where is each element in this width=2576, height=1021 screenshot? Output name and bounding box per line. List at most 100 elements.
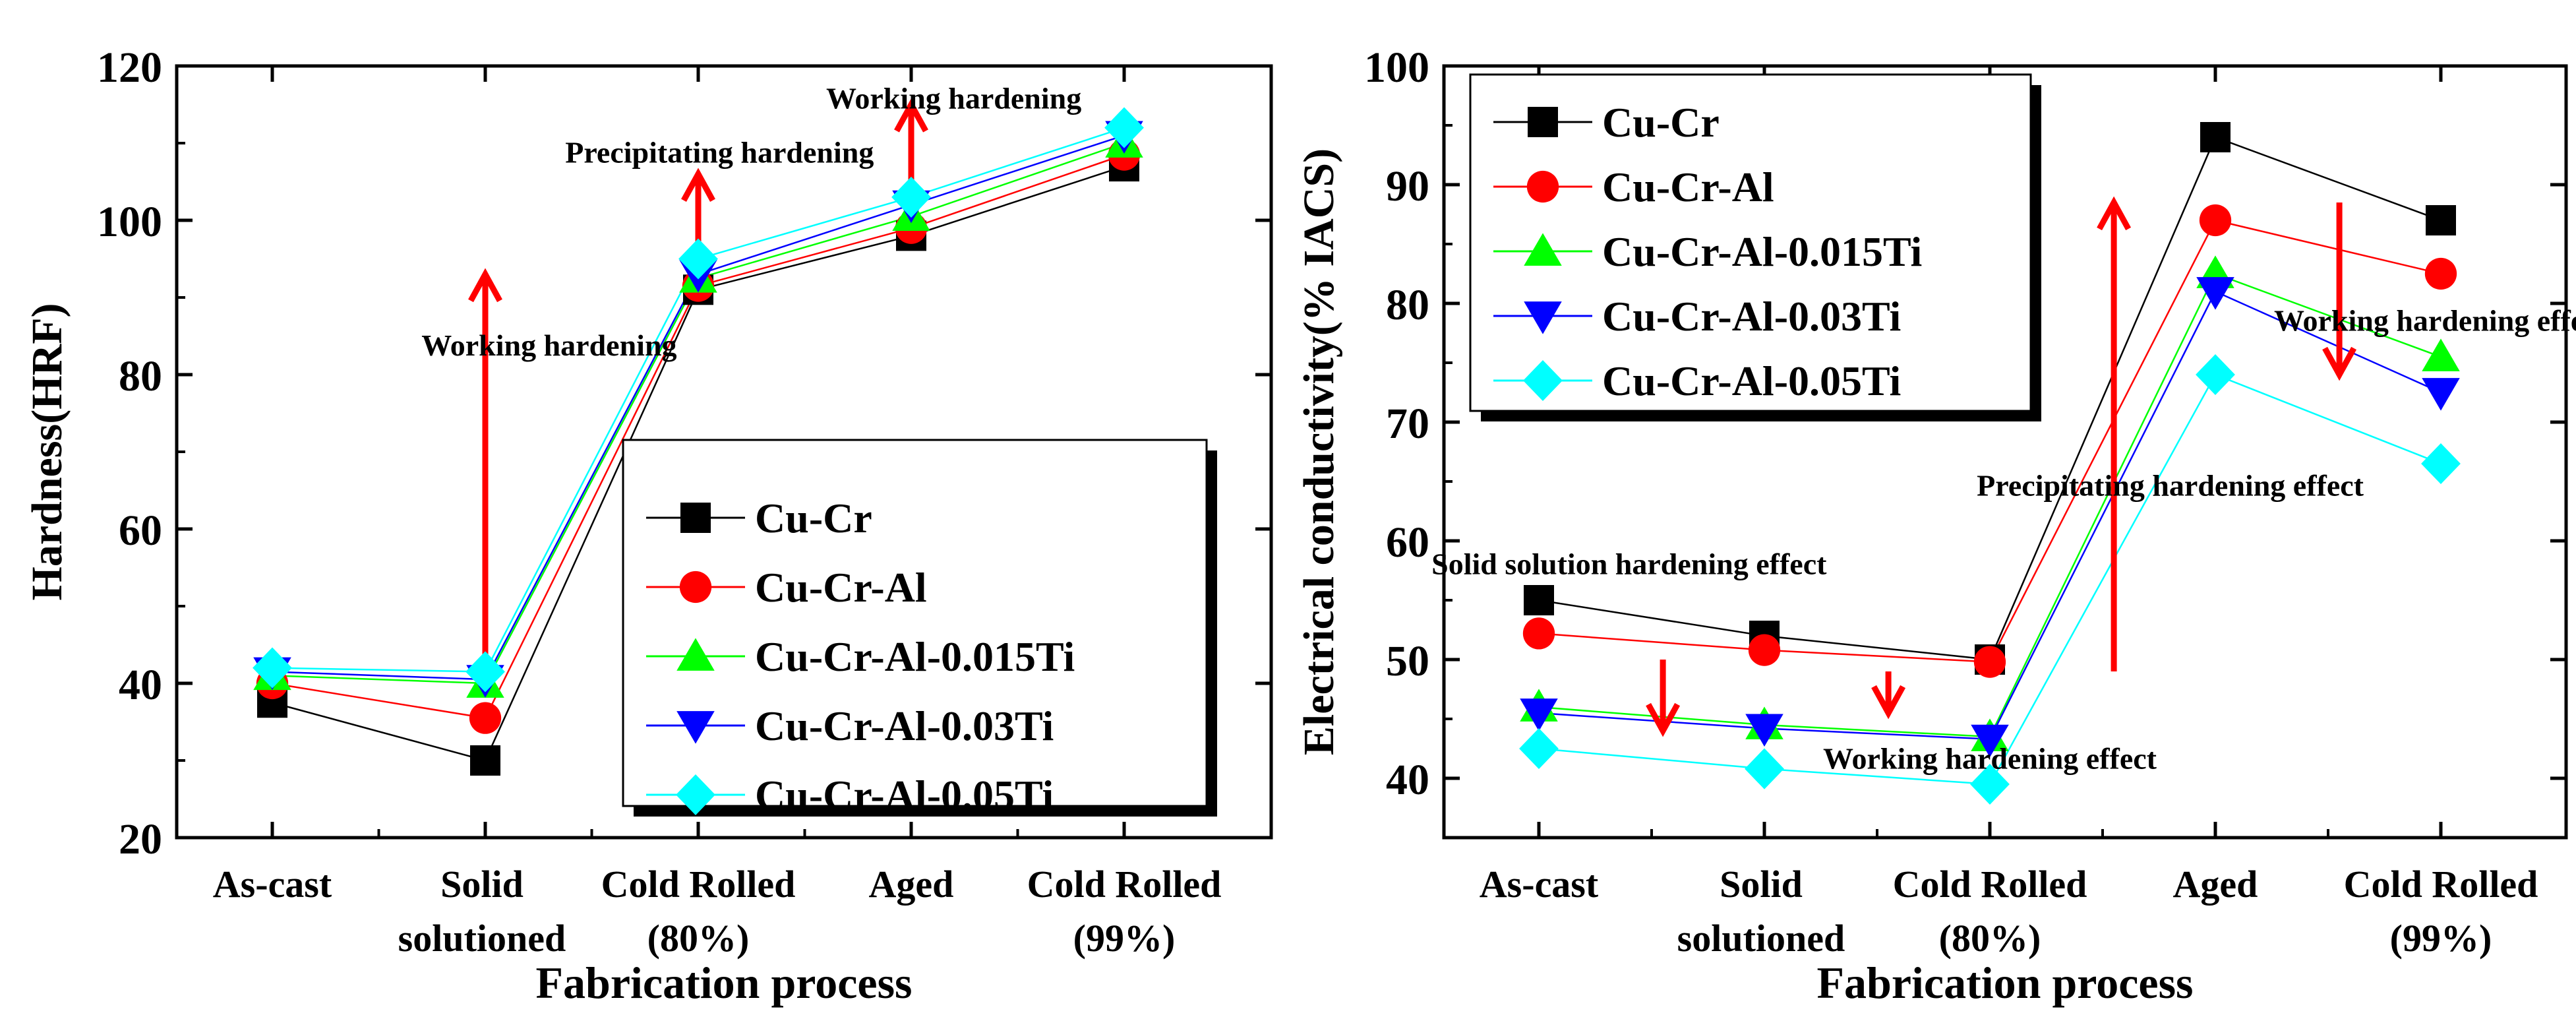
annotation-label: Precipitating hardening effect (1977, 469, 2364, 503)
legend-entry-cu-cr-al-0-05ti: Cu-Cr-Al-0.05Ti (1493, 357, 1901, 404)
legend-marker (1526, 170, 1559, 203)
y-tick-label: 100 (1364, 44, 1429, 92)
data-point-cu-cr-al-0-03ti (1971, 724, 2009, 758)
plot-frame (1442, 64, 2568, 840)
x-category-label: As-cast (213, 863, 332, 906)
legend-entry-cu-cr-al-0-03ti: Cu-Cr-Al-0.03Ti (1493, 293, 1901, 340)
data-point-cu-cr-al (469, 702, 502, 734)
annotation-label: Solid solution hardening effect (1431, 547, 1827, 580)
y-tick-label: 60 (1386, 518, 1429, 567)
legend-entry-cu-cr-al-0-05ti: Cu-Cr-Al-0.05Ti (646, 772, 1054, 819)
x-category-label: Solid (1720, 863, 1803, 906)
y-tick-label: 120 (97, 44, 162, 92)
legend-marker (1528, 107, 1558, 137)
x-category-label: Cold Rolled (1027, 863, 1222, 906)
legend-label: Cu-Cr-Al-0.03Ti (755, 702, 1054, 749)
data-point-cu-cr-al-0-05ti (678, 238, 718, 280)
legend: Cu-Cr Cu-Cr-Al Cu-Cr-Al-0.015Ti Cu-Cr-Al-0.… (622, 439, 1217, 819)
y-tick-label: 80 (1386, 281, 1429, 329)
data-point-cu-cr-al (2199, 204, 2232, 237)
data-point-cu-cr (2426, 205, 2456, 235)
data-point-cu-cr-al (1973, 646, 2006, 678)
hardening-arrow-2 (2097, 196, 2132, 671)
data-point-cu-cr-al-0-015ti (2422, 338, 2460, 371)
legend-label: Cu-Cr-Al-0.05Ti (755, 772, 1054, 819)
legend-entry-cu-cr-al-0-015ti: Cu-Cr-Al-0.015Ti (646, 633, 1075, 680)
legend: Cu-Cr Cu-Cr-Al Cu-Cr-Al-0.015Ti Cu-Cr-Al-0.… (1469, 73, 2041, 421)
x-category-label: Solid (440, 863, 524, 906)
y-tick-label: 20 (119, 815, 162, 863)
hardening-arrow-3-head (2322, 346, 2357, 381)
data-point-cu-cr-al (2424, 257, 2457, 290)
data-point-cu-cr-al-0-05ti (1970, 763, 2010, 805)
annotation-label: Precipitating hardening (565, 135, 874, 169)
legend-label: Cu-Cr-Al-0.015Ti (1602, 228, 1922, 275)
data-point-cu-cr-al-0-03ti (2422, 378, 2460, 411)
legend-entry-cu-cr: Cu-Cr (646, 495, 872, 541)
legend-marker (1524, 301, 1562, 334)
legend-marker (680, 503, 711, 533)
legend-marker (1524, 233, 1562, 266)
x-category-label: (80%) (647, 917, 750, 960)
legend-marker (676, 711, 715, 744)
hardening-arrow-0 (468, 268, 502, 676)
hardening-arrow-1 (1871, 671, 1906, 720)
y-tick-label: 50 (1386, 637, 1429, 685)
legend-box (1469, 73, 2032, 412)
hardening-arrow-0 (1646, 660, 1681, 737)
hardening-arrow-0-head (1646, 702, 1681, 737)
hardening-arrow-3 (2322, 202, 2357, 381)
x-category-label: Aged (869, 863, 954, 906)
data-point-cu-cr (2200, 122, 2231, 152)
y-axis-label: Electrical conductivity(% IACS) (1295, 148, 1343, 755)
legend-label: Cu-Cr-Al (755, 564, 927, 611)
data-point-cu-cr-al-0-05ti (891, 176, 931, 218)
y-tick-label: 40 (1386, 756, 1429, 804)
data-point-cu-cr-al-0-05ti (1519, 727, 1559, 770)
legend-label: Cu-Cr-Al-0.015Ti (755, 633, 1075, 680)
legend-entry-cu-cr-al: Cu-Cr-Al (1493, 164, 1774, 210)
data-point-cu-cr-al-0-05ti (465, 651, 505, 693)
data-point-cu-cr-al-0-03ti (1745, 714, 1783, 747)
y-tick-label: 40 (119, 661, 162, 709)
annotation-label: Working hardening (826, 81, 1081, 115)
legend-label: Cu-Cr-Al-0.05Ti (1602, 357, 1901, 404)
x-category-label: Cold Rolled (601, 863, 796, 906)
x-category-label: Cold Rolled (2344, 863, 2538, 906)
y-tick-label: 70 (1386, 400, 1429, 448)
legend-entry-cu-cr-al: Cu-Cr-Al (646, 564, 927, 611)
legend-label: Cu-Cr-Al-0.03Ti (1602, 293, 1901, 340)
legend-marker (676, 774, 715, 816)
legend-entry-cu-cr-al-0-015ti: Cu-Cr-Al-0.015Ti (1493, 228, 1922, 275)
hardening-arrow-1-head (1871, 685, 1906, 720)
y-tick-label: 100 (97, 198, 162, 246)
x-category-label: Aged (2173, 863, 2258, 906)
legend-entry-cu-cr: Cu-Cr (1493, 99, 1720, 146)
data-point-cu-cr (470, 745, 500, 776)
hardening-arrow-0-head (468, 268, 502, 303)
data-point-cu-cr-al-0-05ti (1104, 107, 1144, 148)
y-tick-label: 90 (1386, 162, 1429, 210)
legend-label: Cu-Cr-Al (1602, 164, 1774, 210)
data-point-cu-cr-al-0-05ti (253, 647, 292, 689)
y-tick-label: 80 (119, 352, 162, 400)
legend-marker (676, 638, 715, 671)
hardening-arrow-2-head (894, 98, 928, 133)
data-point-cu-cr-al-0-05ti (2421, 443, 2461, 485)
legend-box (622, 439, 1208, 807)
x-axis-label: Fabrication process (1816, 958, 2193, 1008)
annotation-label: Working hardening (421, 328, 676, 362)
x-category-label: solutioned (398, 917, 566, 960)
y-tick-label: 60 (119, 507, 162, 555)
legend-marker (1523, 359, 1563, 402)
x-category-label: (99%) (2390, 917, 2492, 960)
legend-marker (679, 571, 712, 603)
x-category-label: (80%) (1939, 917, 2041, 960)
hardening-arrow-2-head (2097, 196, 2132, 231)
hardening-arrow-1-head (681, 168, 715, 202)
x-category-label: Cold Rolled (1893, 863, 2087, 906)
data-point-cu-cr (1524, 585, 1554, 615)
data-point-cu-cr-al-0-03ti (1520, 698, 1558, 731)
conductivity-chart: 40 50 60 70 80 90 100 As-cast Solid solutioned Col… (1295, 44, 2576, 1008)
